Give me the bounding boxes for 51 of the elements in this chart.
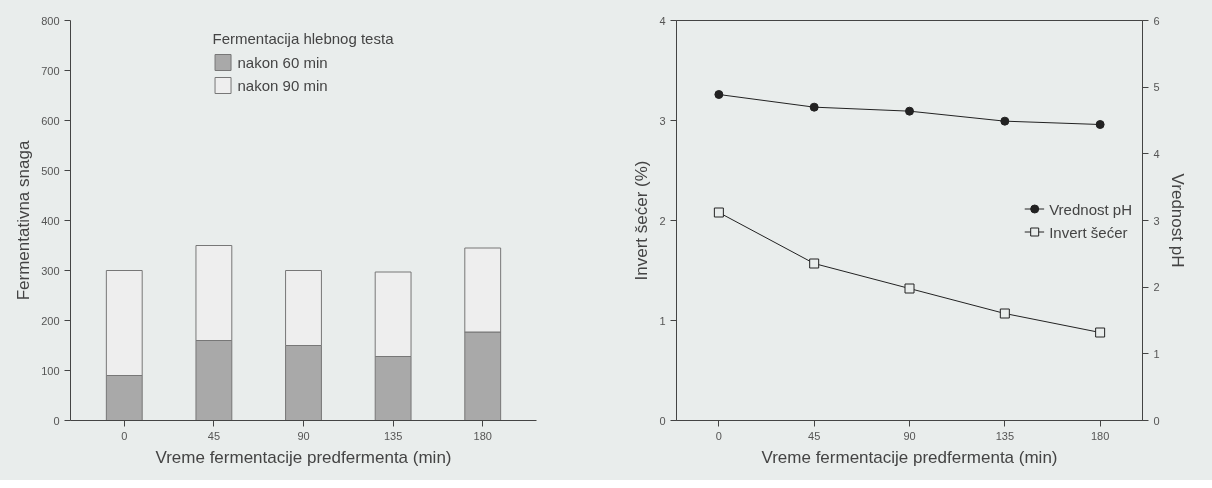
legend-label: Vrednost pH [1049,200,1132,217]
y2-axis-title: Vrednost pH [1167,173,1187,268]
legend-label: Invert šećer [1049,223,1128,240]
y-tick-label: 300 [41,264,60,277]
y-tick-label: 400 [41,214,60,227]
x-tick-label: 0 [715,429,722,442]
y-tick-label: 4 [659,14,666,27]
y2-tick-label: 6 [1153,14,1160,27]
y-tick-label: 800 [41,14,60,27]
x-tick-label: 45 [808,429,821,442]
x-tick-label: 135 [383,429,403,442]
y2-tick-label: 0 [1153,414,1160,427]
x-tick-label: 0 [121,429,128,442]
y2-tick-label: 3 [1153,214,1160,227]
point [1095,327,1106,338]
point [714,90,724,99]
x-tick-label: 45 [207,429,221,442]
y-tick-label: 3 [659,114,666,127]
y-tick-label: 0 [53,414,60,427]
y2-tick-label: 4 [1153,147,1160,160]
x-axis-title: Vreme fermentacije predfermenta (min) [761,447,1058,467]
y-tick-label: 0 [659,414,666,427]
y2-tick-label: 2 [1153,281,1160,294]
legend-label: nakon 60 min [237,53,328,71]
x-tick-label: 135 [995,429,1014,442]
x-tick-label: 180 [473,429,492,442]
y-tick-label: 600 [41,114,60,127]
point [809,258,820,269]
x-tick-label: 90 [297,429,310,442]
y-tick-label: 1 [659,314,666,327]
point [905,106,914,116]
y-tick-label: 700 [41,64,60,77]
y-axis-title: Invert šećer (%) [632,160,652,281]
x-tick-label: 90 [903,429,916,442]
x-tick-label: 180 [1090,429,1110,442]
point [809,102,819,112]
y-tick-label: 200 [41,314,60,327]
y2-tick-label: 1 [1153,347,1160,360]
point [904,283,915,294]
y-tick-label: 2 [659,214,666,227]
point [999,308,1010,319]
point [1095,120,1105,129]
point [1000,116,1010,126]
y2-tick-label: 5 [1153,81,1160,94]
x-axis-title: Vreme fermentacije predfermenta (min) [155,447,452,467]
y-tick-label: 100 [41,364,60,377]
y-tick-label: 500 [41,164,60,177]
legend-title: Fermentacija hlebnog testa [212,30,394,47]
point [713,207,724,218]
legend-label: nakon 90 min [237,76,328,94]
y-axis-title: Fermentativna snaga [14,140,34,301]
